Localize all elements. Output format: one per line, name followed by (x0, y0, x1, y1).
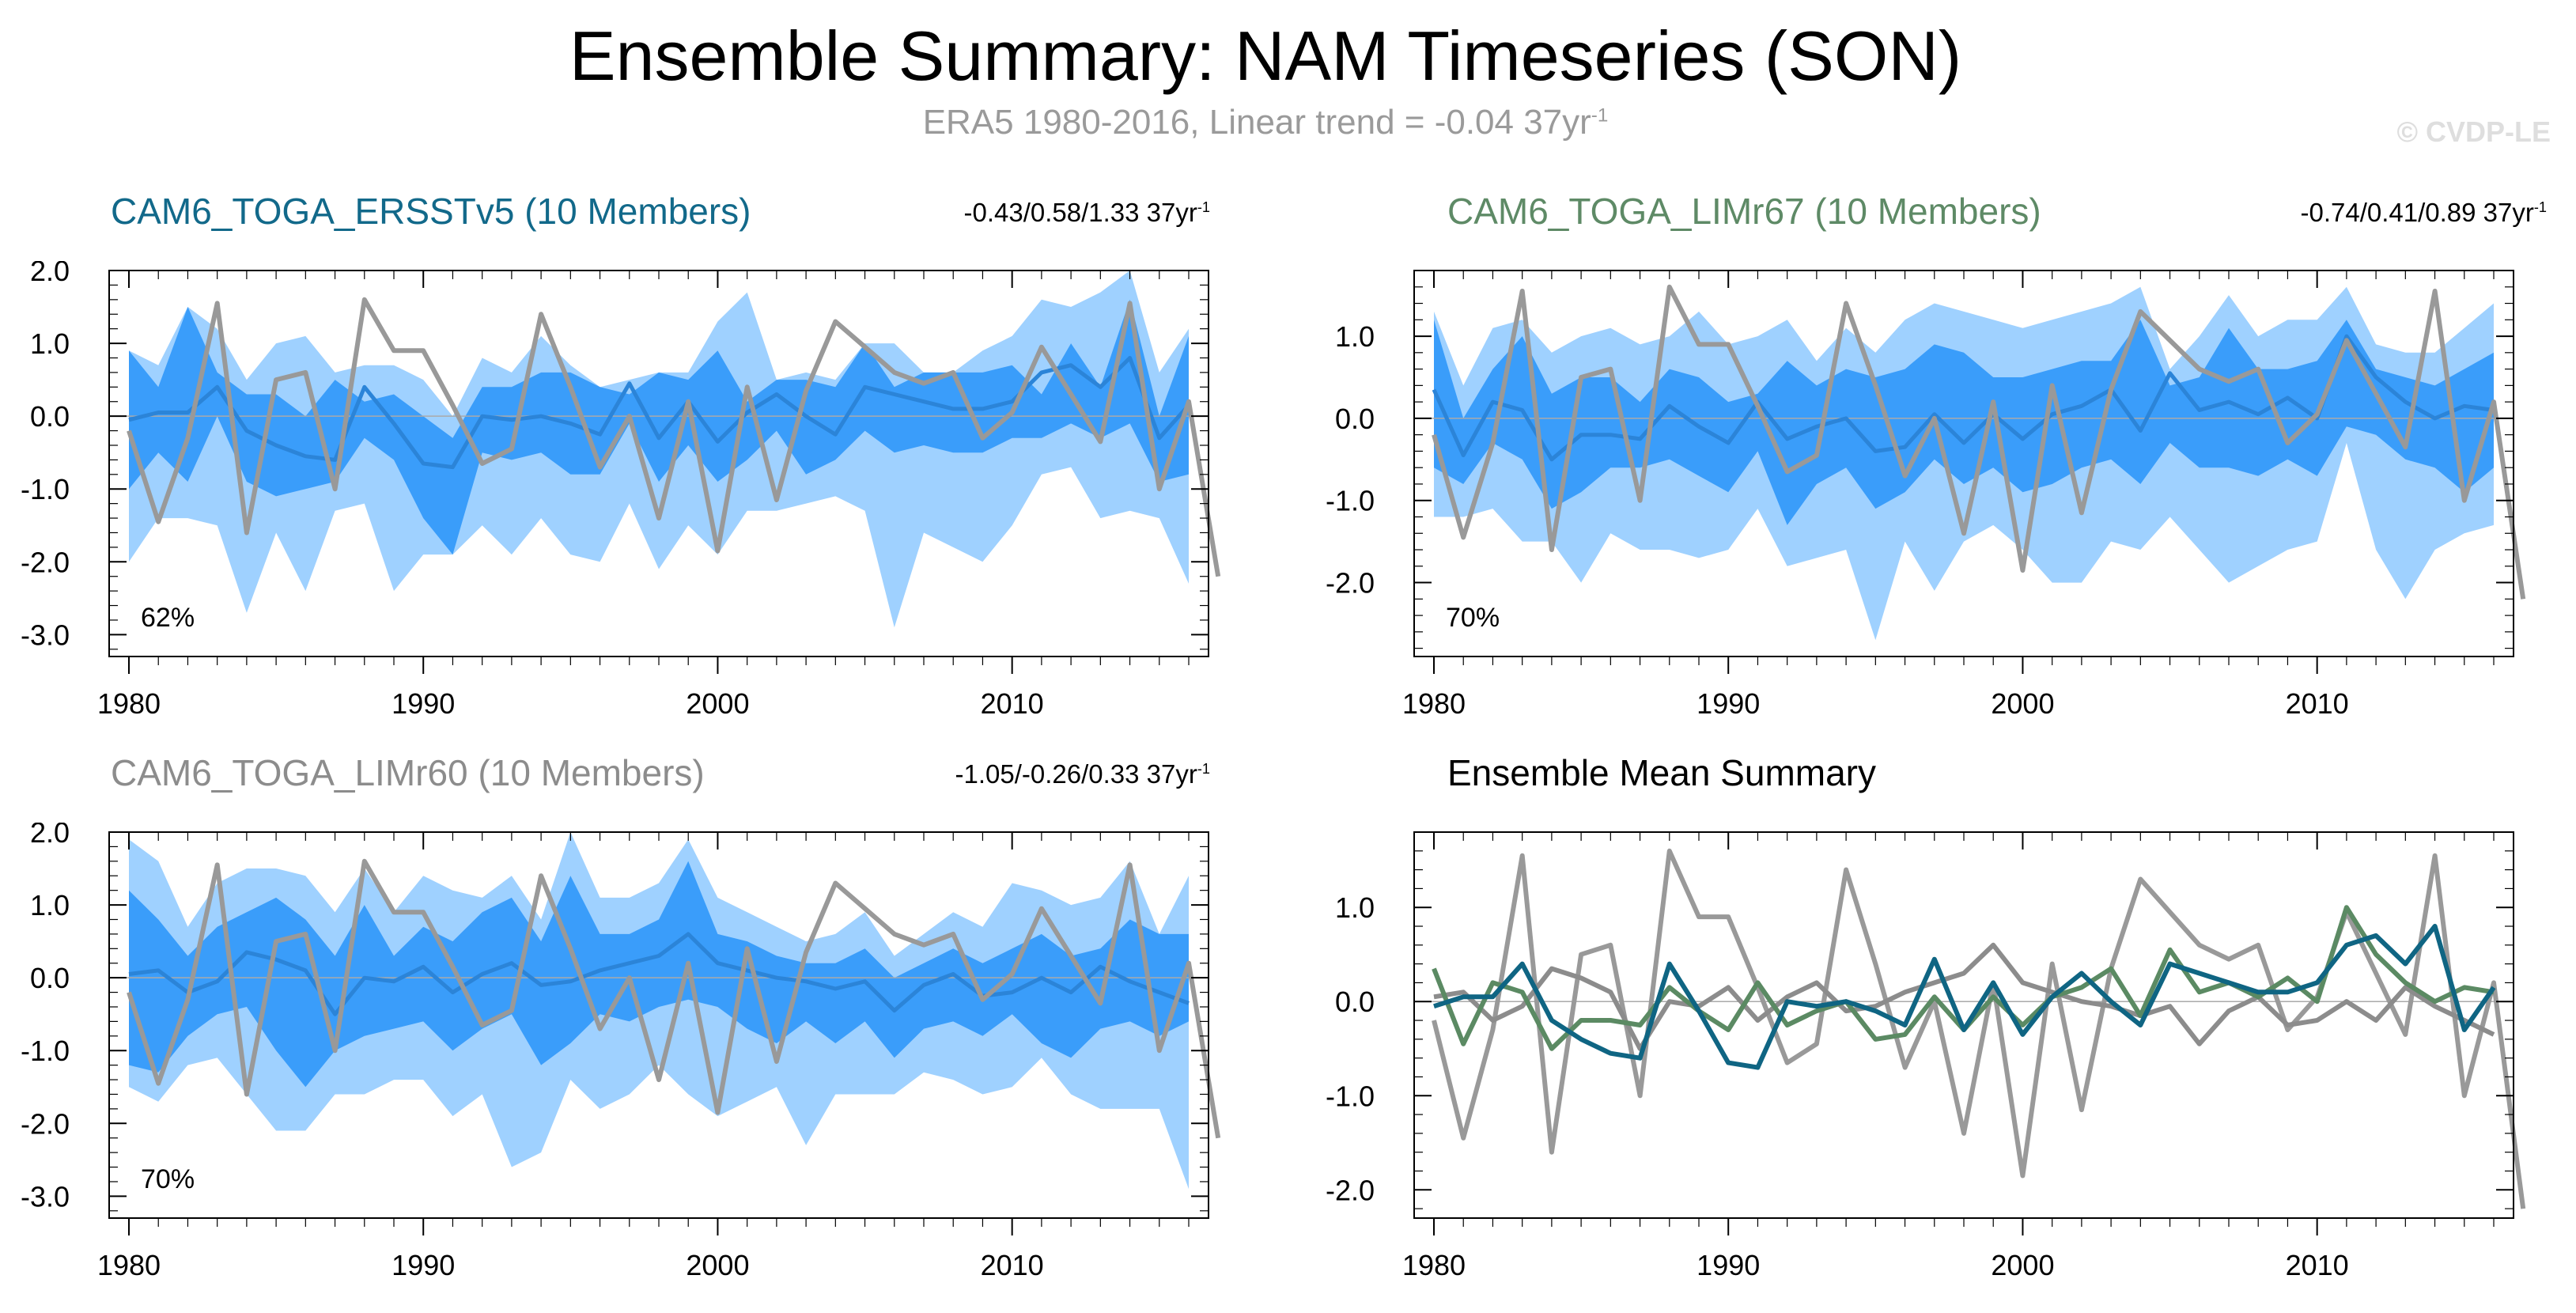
y-tick-label: 1.0 (30, 327, 70, 360)
ersstv5-mean-line (1433, 924, 2496, 1070)
y-tick-label: 0.0 (1335, 403, 1375, 435)
page-title: Ensemble Summary: NAM Timeseries (SON) (569, 17, 1962, 95)
inner-spread-band (129, 861, 1189, 1088)
y-tick-label: -3.0 (21, 1180, 70, 1213)
x-tick-label: 2000 (1991, 687, 2054, 720)
subtitle-superscript: -1 (1591, 104, 1609, 127)
x-tick-label: 2010 (981, 1249, 1044, 1281)
x-tick-label: 1980 (1402, 1249, 1466, 1281)
panel-3-trend: -1.05/-0.26/0.33 37yr-1 (854, 759, 1210, 789)
x-tick-label: 2010 (2286, 687, 2349, 720)
panel-1-title: CAM6_TOGA_ERSSTv5 (10 Members) (111, 191, 751, 232)
percent-label: 70% (1446, 603, 1500, 633)
subtitle: ERA5 1980-2016, Linear trend = -0.04 37y… (0, 103, 2531, 142)
y-tick-label: 0.0 (1335, 986, 1375, 1018)
x-tick-label: 2000 (686, 687, 749, 720)
x-tick-label: 1990 (392, 1249, 455, 1281)
observed-era5-line (127, 858, 1221, 1139)
y-tick-label: 2.0 (30, 261, 70, 287)
y-tick-label: -1.0 (21, 473, 70, 505)
percent-label: 62% (141, 603, 195, 633)
panel-3-title: CAM6_TOGA_LIMr60 (10 Members) (111, 752, 705, 793)
panel-limr60-chart: 70% 2.0 1.0 0.0 -1.0 -2.0 -3.0 1980 1990 2000 2010 (21, 823, 1221, 1281)
panel-ensemble-mean-chart: 1.0 0.0 -1.0 -2.0 1980 1990 2000 2010 (1326, 831, 2526, 1281)
panel-1-trend: -0.43/0.58/1.33 37yr-1 (854, 198, 1210, 228)
panel-1-trend-sup: -1 (1197, 199, 1210, 215)
watermark: © CVDP-LE (2396, 115, 2551, 148)
y-tick-label: -2.0 (21, 546, 70, 578)
panel-2-trend: -0.74/0.41/0.89 37yr-1 (2191, 198, 2547, 228)
x-tick-label: 1990 (392, 687, 455, 720)
y-tick-label: 1.0 (1335, 320, 1375, 353)
y-tick-label: -1.0 (1326, 1080, 1375, 1112)
x-tick-label: 1980 (97, 1249, 161, 1281)
x-tick-label: 1980 (97, 687, 161, 720)
y-tick-label: -2.0 (1326, 567, 1375, 600)
y-tick-label: -1.0 (1326, 485, 1375, 517)
panel-3-trend-sup: -1 (1197, 761, 1210, 777)
panel-ersstv5-chart: 62% 2.0 1.0 0.0 -1.0 -2.0 -3.0 1980 1990 2000 2010 (21, 261, 1221, 720)
ensemble-mean-line (128, 356, 1190, 470)
observed-era5-line (127, 297, 1221, 577)
ensemble-mean-line (128, 932, 1190, 1016)
percent-label: 70% (141, 1164, 195, 1194)
x-tick-label: 1990 (1697, 1249, 1760, 1281)
x-tick-label: 2000 (686, 1249, 749, 1281)
x-tick-label: 1990 (1697, 687, 1760, 720)
observed-era5-line (1432, 284, 2526, 600)
y-tick-label: -2.0 (1326, 1174, 1375, 1206)
y-tick-label: 2.0 (30, 823, 70, 849)
y-tick-label: -2.0 (21, 1107, 70, 1140)
panel-2-trend-sup: -1 (2533, 199, 2547, 215)
y-tick-label: -1.0 (21, 1035, 70, 1067)
y-tick-label: -3.0 (21, 619, 70, 651)
panel-2-trend-text: -0.74/0.41/0.89 37yr (2300, 198, 2534, 227)
x-tick-label: 2010 (981, 687, 1044, 720)
outer-spread-band (129, 832, 1189, 1190)
limr60-mean-line (1433, 942, 2495, 1051)
y-tick-label: 0.0 (30, 400, 70, 433)
y-tick-label: 0.0 (30, 962, 70, 994)
panel-2-title: CAM6_TOGA_LIMr67 (10 Members) (1447, 191, 2041, 232)
x-tick-label: 2010 (2286, 1249, 2349, 1281)
y-tick-label: 1.0 (30, 889, 70, 921)
panel-limr67-chart: 70% 1.0 0.0 -1.0 -2.0 1980 1990 2000 2010 (1326, 270, 2526, 720)
panel-3-trend-text: -1.05/-0.26/0.33 37yr (955, 759, 1197, 789)
y-tick-label: 1.0 (1335, 891, 1375, 924)
x-tick-label: 1980 (1402, 687, 1466, 720)
subtitle-text: ERA5 1980-2016, Linear trend = -0.04 37y… (922, 103, 1591, 142)
ensemble-mean-line (1432, 334, 2495, 462)
era5-line (1432, 848, 2526, 1209)
inner-spread-band (1434, 320, 2494, 525)
x-tick-label: 2000 (1991, 1249, 2054, 1281)
panel-1-trend-text: -0.43/0.58/1.33 37yr (963, 198, 1197, 227)
panel-4-title: Ensemble Mean Summary (1447, 752, 1876, 793)
inner-spread-band (129, 299, 1189, 555)
